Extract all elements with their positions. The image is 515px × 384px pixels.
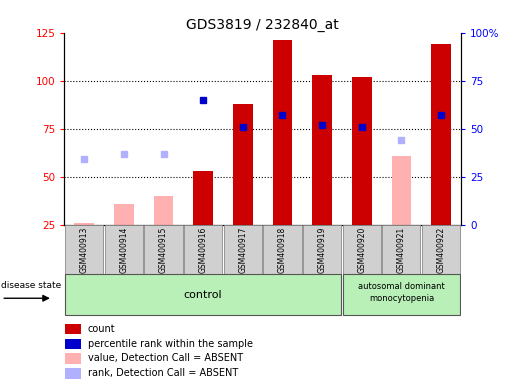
FancyBboxPatch shape	[264, 225, 301, 274]
FancyBboxPatch shape	[65, 274, 341, 316]
Text: GSM400922: GSM400922	[437, 227, 445, 273]
Text: GSM400918: GSM400918	[278, 227, 287, 273]
Text: percentile rank within the sample: percentile rank within the sample	[88, 339, 253, 349]
Bar	[352, 77, 372, 225]
Text: control: control	[184, 290, 222, 300]
Text: GSM400915: GSM400915	[159, 227, 168, 273]
Bar	[233, 104, 253, 225]
Bar	[193, 171, 213, 225]
Text: GSM400913: GSM400913	[80, 227, 89, 273]
Bar	[312, 75, 332, 225]
FancyBboxPatch shape	[105, 225, 143, 274]
Bar	[391, 156, 411, 225]
FancyBboxPatch shape	[145, 225, 182, 274]
Text: GSM400914: GSM400914	[119, 227, 128, 273]
Text: GSM400921: GSM400921	[397, 227, 406, 273]
Text: GSM400920: GSM400920	[357, 227, 366, 273]
Text: GSM400917: GSM400917	[238, 227, 247, 273]
Text: autosomal dominant
monocytopenia: autosomal dominant monocytopenia	[358, 282, 445, 303]
Bar	[272, 40, 293, 225]
FancyBboxPatch shape	[383, 225, 420, 274]
Bar	[65, 324, 81, 334]
Bar	[65, 353, 81, 364]
Text: count: count	[88, 324, 115, 334]
Title: GDS3819 / 232840_at: GDS3819 / 232840_at	[186, 18, 339, 31]
Bar	[65, 339, 81, 349]
FancyBboxPatch shape	[343, 225, 381, 274]
Text: GSM400919: GSM400919	[318, 227, 327, 273]
Bar	[153, 196, 174, 225]
FancyBboxPatch shape	[303, 225, 341, 274]
Text: value, Detection Call = ABSENT: value, Detection Call = ABSENT	[88, 353, 243, 364]
FancyBboxPatch shape	[343, 274, 460, 316]
FancyBboxPatch shape	[65, 225, 103, 274]
Bar	[74, 223, 94, 225]
Bar	[114, 204, 134, 225]
Bar	[65, 368, 81, 379]
Text: disease state: disease state	[1, 280, 61, 290]
Text: GSM400916: GSM400916	[199, 227, 208, 273]
Text: rank, Detection Call = ABSENT: rank, Detection Call = ABSENT	[88, 368, 238, 378]
FancyBboxPatch shape	[184, 225, 222, 274]
FancyBboxPatch shape	[224, 225, 262, 274]
FancyBboxPatch shape	[422, 225, 460, 274]
Bar	[431, 44, 451, 225]
